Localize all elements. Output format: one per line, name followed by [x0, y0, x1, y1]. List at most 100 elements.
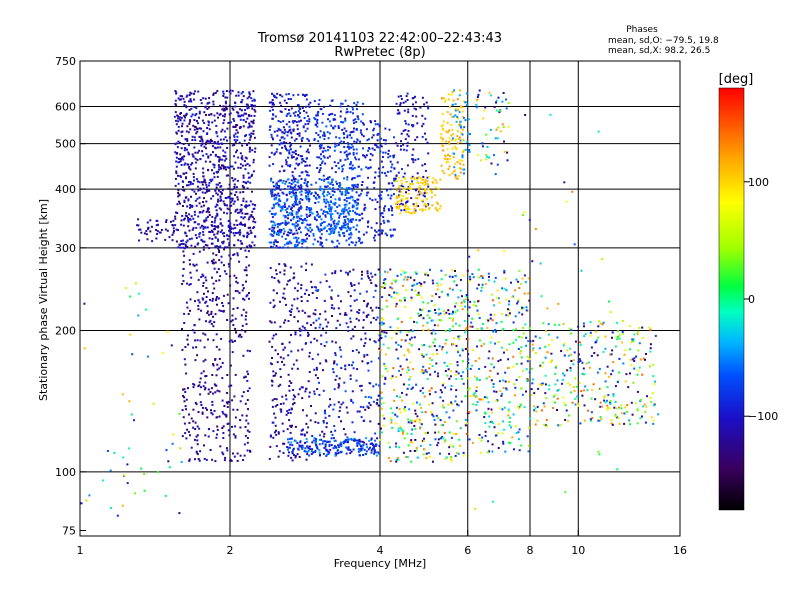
scatter-point: [359, 292, 362, 295]
scatter-point: [339, 151, 342, 154]
scatter-point: [400, 184, 403, 187]
scatter-point: [378, 171, 381, 174]
scatter-point: [305, 422, 308, 425]
scatter-point: [209, 138, 212, 141]
scatter-point: [337, 231, 340, 234]
scatter-point: [215, 297, 218, 300]
scatter-point: [318, 393, 321, 396]
scatter-point: [587, 361, 590, 364]
scatter-point: [371, 154, 374, 157]
scatter-point: [199, 158, 202, 161]
scatter-point: [190, 92, 193, 95]
scatter-point: [296, 297, 299, 300]
scatter-point: [254, 221, 257, 224]
scatter-point: [248, 125, 251, 128]
scatter-point: [380, 229, 383, 232]
scatter-point: [351, 204, 354, 207]
scatter-point: [397, 427, 400, 430]
scatter-point: [406, 133, 409, 136]
scatter-point: [325, 238, 328, 241]
scatter-point: [456, 309, 459, 312]
scatter-point: [367, 448, 370, 451]
scatter-point: [326, 211, 328, 214]
scatter-point: [629, 358, 632, 361]
scatter-point: [246, 187, 249, 190]
scatter-point: [507, 408, 510, 411]
scatter-point: [279, 110, 282, 113]
scatter-point: [454, 114, 457, 117]
scatter-point: [183, 254, 186, 257]
scatter-point: [275, 186, 278, 189]
scatter-point: [382, 139, 385, 141]
scatter-point: [176, 114, 179, 117]
scatter-point: [425, 272, 428, 275]
scatter-point: [507, 308, 509, 311]
scatter-point: [459, 278, 462, 281]
scatter-point: [233, 143, 236, 146]
scatter-point: [421, 199, 424, 202]
scatter-point: [181, 156, 184, 159]
scatter-point: [387, 208, 390, 210]
scatter-point: [440, 391, 443, 394]
scatter-point: [125, 287, 128, 290]
scatter-point: [182, 186, 185, 188]
scatter-point: [294, 199, 297, 202]
scatter-point: [504, 371, 507, 374]
scatter-point: [180, 164, 183, 166]
scatter-point: [275, 398, 278, 401]
scatter-point: [331, 178, 334, 181]
scatter-point: [374, 273, 377, 276]
scatter-point: [454, 175, 457, 178]
scatter-point: [403, 172, 406, 175]
scatter-point: [425, 457, 428, 460]
scatter-point: [391, 234, 394, 237]
scatter-point: [227, 302, 230, 305]
scatter-point: [252, 122, 255, 125]
scatter-point: [282, 451, 285, 454]
scatter-point: [165, 221, 168, 223]
scatter-point: [285, 102, 288, 104]
scatter-point: [287, 214, 290, 217]
scatter-point: [279, 271, 282, 274]
scatter-point: [639, 398, 642, 401]
scatter-point: [570, 328, 573, 331]
scatter-point: [429, 268, 431, 271]
scatter-point: [234, 416, 237, 419]
scatter-point: [201, 181, 203, 184]
scatter-point: [195, 204, 198, 207]
scatter-point: [362, 311, 365, 314]
scatter-point: [290, 441, 293, 444]
scatter-point: [282, 214, 285, 217]
scatter-point: [351, 196, 354, 199]
scatter-point: [408, 342, 411, 345]
scatter-point: [638, 326, 641, 329]
scatter-point: [319, 323, 322, 326]
scatter-point: [236, 290, 239, 293]
scatter-point: [405, 122, 407, 125]
scatter-point: [454, 103, 457, 106]
scatter-point: [234, 105, 237, 108]
scatter-point: [417, 205, 420, 207]
scatter-point: [413, 424, 416, 427]
scatter-point: [444, 457, 447, 460]
scatter-point: [309, 226, 312, 229]
scatter-point: [326, 453, 328, 456]
scatter-point: [400, 140, 402, 143]
scatter-point: [325, 360, 328, 363]
scatter-point: [366, 362, 369, 365]
scatter-point: [270, 245, 273, 248]
scatter-point: [364, 337, 367, 340]
scatter-point: [330, 296, 333, 299]
scatter-point: [412, 124, 415, 127]
scatter-point: [242, 114, 245, 117]
scatter-point: [520, 346, 523, 349]
scatter-point: [184, 232, 187, 235]
scatter-point: [191, 182, 194, 185]
scatter-point: [433, 418, 436, 421]
scatter-point: [387, 441, 390, 444]
scatter-point: [458, 123, 461, 126]
scatter-point: [361, 133, 363, 136]
scatter-point: [545, 330, 547, 333]
scatter-point: [371, 136, 374, 139]
scatter-point: [215, 436, 218, 439]
